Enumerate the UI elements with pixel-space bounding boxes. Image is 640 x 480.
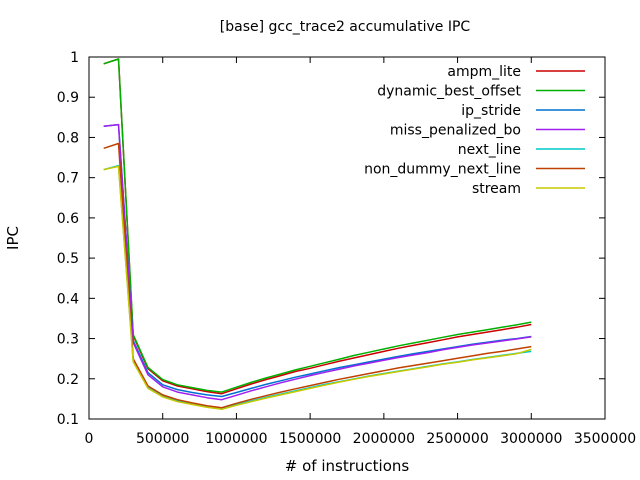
legend-label: miss_penalized_bo <box>390 123 521 139</box>
legend-label: ip_stride <box>461 103 521 119</box>
y-tick-label: 0.2 <box>57 372 79 388</box>
x-tick-label: 0 <box>85 431 94 447</box>
legend: ampm_lite dynamic_best_offset ip_stridemis… <box>364 64 585 197</box>
y-tick-label: 0.4 <box>57 291 79 307</box>
legend-label: stream <box>472 181 521 197</box>
x-tick-label: 3000000 <box>500 431 562 447</box>
legend-label: next_line <box>458 142 521 158</box>
series-lines <box>103 58 532 411</box>
x-tick-label: 1000000 <box>205 431 267 447</box>
plot-frame <box>88 56 606 420</box>
x-tick-label: 1500000 <box>279 431 341 447</box>
y-tick-label: 0.9 <box>57 90 79 106</box>
series-line-ip_stride <box>103 123 532 398</box>
chart-title: [base] gcc_trace2 accumulative IPC <box>220 19 471 35</box>
y-tick-label: 0.3 <box>57 332 79 348</box>
series-line-ampm_lite <box>103 58 532 395</box>
y-tick-label: 0.6 <box>57 211 79 227</box>
axes: 0 500000 1000000 1500000 2000000 2500000 30000… <box>57 50 636 447</box>
series-line-dynamic_best_offset <box>103 58 532 393</box>
x-tick-label: 2000000 <box>353 431 415 447</box>
series-line-stream <box>103 165 532 411</box>
legend-label: dynamic_best_offset <box>377 84 521 100</box>
y-tick-label: 0.7 <box>57 171 79 187</box>
legend-label: ampm_lite <box>447 64 521 80</box>
x-tick-label: 2500000 <box>426 431 488 447</box>
x-tick-label: 3500000 <box>574 431 636 447</box>
y-tick-label: 0.8 <box>57 130 79 146</box>
legend-label: non_dummy_next_line <box>364 162 521 178</box>
x-tick-label: 500000 <box>136 431 189 447</box>
y-tick-label: 1 <box>70 50 79 66</box>
series-line-miss_penalized_bo <box>103 123 532 401</box>
y-tick-label: 0.5 <box>57 251 79 267</box>
y-axis-label: IPC <box>4 226 22 250</box>
x-axis-label: # of instructions <box>285 457 410 475</box>
y-tick-label: 0.1 <box>57 412 79 428</box>
series-line-non_dummy_next_line <box>103 142 532 409</box>
